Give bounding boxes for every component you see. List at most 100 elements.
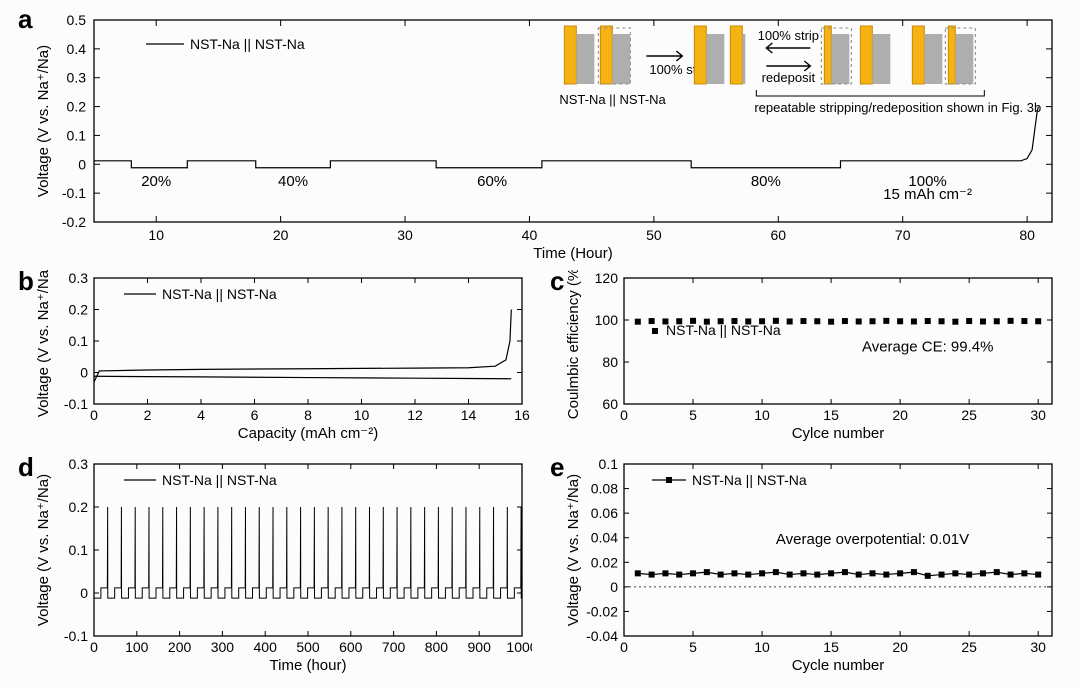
svg-text:0.04: 0.04 (591, 530, 618, 546)
svg-text:800: 800 (425, 639, 449, 655)
panel-c-chart: 0510152025306080100120Cylce numberCoulmb… (562, 270, 1062, 446)
svg-text:NST-Na || NST-Na: NST-Na || NST-Na (162, 286, 277, 302)
svg-text:10: 10 (354, 407, 370, 423)
svg-text:repeatable stripping/redeposit: repeatable stripping/redeposition shown … (754, 100, 1041, 115)
svg-text:100: 100 (595, 312, 619, 328)
svg-text:NST-Na || NST-Na: NST-Na || NST-Na (559, 92, 666, 107)
svg-text:10: 10 (754, 407, 770, 423)
svg-text:Capacity (mAh cm⁻²): Capacity (mAh cm⁻²) (238, 425, 378, 442)
panel-b-chart: 0246810121416-0.100.10.20.3Capacity (mAh… (32, 270, 532, 446)
svg-text:80%: 80% (751, 173, 781, 190)
svg-text:400: 400 (254, 639, 278, 655)
svg-text:0.1: 0.1 (69, 542, 89, 558)
svg-text:30: 30 (1030, 407, 1046, 423)
svg-text:Average overpotential: 0.01V: Average overpotential: 0.01V (776, 531, 969, 548)
svg-text:-0.1: -0.1 (64, 396, 88, 412)
svg-text:70: 70 (895, 227, 911, 243)
svg-text:0.02: 0.02 (591, 554, 618, 570)
svg-text:-0.1: -0.1 (64, 628, 88, 644)
panel-a-chart: 10 20 30 40 50 60 70 80 -0.2 -0.1 0 0.1 0.2 0.3 0.4 0.5… (32, 8, 1064, 266)
svg-text:-0.2: -0.2 (62, 214, 86, 230)
svg-text:15: 15 (823, 407, 839, 423)
svg-text:0: 0 (90, 407, 98, 423)
svg-text:0.06: 0.06 (591, 505, 618, 521)
svg-text:15: 15 (823, 639, 839, 655)
svg-text:0: 0 (620, 639, 628, 655)
svg-text:60: 60 (770, 227, 786, 243)
svg-text:25: 25 (961, 639, 977, 655)
svg-text:20%: 20% (141, 173, 171, 190)
svg-text:NST-Na || NST-Na: NST-Na || NST-Na (190, 36, 305, 52)
svg-text:30: 30 (397, 227, 413, 243)
svg-text:6: 6 (251, 407, 259, 423)
svg-text:50: 50 (646, 227, 662, 243)
svg-text:200: 200 (168, 639, 192, 655)
svg-text:600: 600 (339, 639, 363, 655)
svg-text:0: 0 (80, 585, 88, 601)
svg-text:0.2: 0.2 (69, 499, 89, 515)
svg-text:20: 20 (892, 639, 908, 655)
svg-text:40%: 40% (278, 173, 308, 190)
svg-text:900: 900 (468, 639, 492, 655)
svg-text:40: 40 (522, 227, 538, 243)
svg-text:redeposit: redeposit (762, 70, 816, 85)
svg-text:Voltage (V vs. Na⁺/Na): Voltage (V vs. Na⁺/Na) (35, 270, 52, 417)
svg-text:0: 0 (80, 365, 88, 381)
svg-text:NST-Na || NST-Na: NST-Na || NST-Na (162, 472, 277, 488)
panel-d-chart: 01002003004005006007008009001000-0.100.1… (32, 456, 532, 678)
svg-text:0.3: 0.3 (69, 456, 89, 472)
svg-text:-0.02: -0.02 (586, 603, 618, 619)
svg-text:Time (Hour): Time (Hour) (533, 245, 612, 262)
svg-text:Cycle number: Cycle number (792, 657, 885, 674)
svg-text:8: 8 (304, 407, 312, 423)
svg-text:10: 10 (148, 227, 164, 243)
svg-text:0.1: 0.1 (69, 333, 89, 349)
svg-text:16: 16 (514, 407, 530, 423)
svg-text:20: 20 (273, 227, 289, 243)
svg-text:0.5: 0.5 (67, 12, 87, 28)
svg-text:Cylce number: Cylce number (792, 425, 885, 442)
svg-text:NST-Na || NST-Na: NST-Na || NST-Na (666, 322, 781, 338)
svg-text:0.08: 0.08 (591, 481, 618, 497)
svg-text:700: 700 (382, 639, 406, 655)
svg-text:0: 0 (610, 579, 618, 595)
svg-text:25: 25 (961, 407, 977, 423)
svg-text:10: 10 (754, 639, 770, 655)
svg-text:0.1: 0.1 (67, 127, 87, 143)
svg-text:0.1: 0.1 (599, 456, 619, 472)
svg-text:5: 5 (689, 407, 697, 423)
svg-text:1000: 1000 (506, 639, 532, 655)
svg-text:0.4: 0.4 (67, 41, 87, 57)
svg-text:2: 2 (144, 407, 152, 423)
svg-text:80: 80 (602, 354, 618, 370)
svg-text:80: 80 (1019, 227, 1035, 243)
svg-text:100: 100 (125, 639, 149, 655)
svg-text:NST-Na || NST-Na: NST-Na || NST-Na (692, 472, 807, 488)
svg-text:0: 0 (78, 156, 86, 172)
svg-text:Voltage (V vs. Na⁺/Na): Voltage (V vs. Na⁺/Na) (35, 45, 52, 197)
svg-text:120: 120 (595, 270, 619, 286)
svg-text:Voltage (V vs. Na⁺/Na): Voltage (V vs. Na⁺/Na) (35, 474, 52, 626)
svg-text:-0.04: -0.04 (586, 628, 618, 644)
svg-text:0: 0 (90, 639, 98, 655)
svg-text:500: 500 (296, 639, 320, 655)
panel-e-chart: 0 5 10 15 20 25 30 -0.04 -0.02 0 0.02 0.04 0.06 0.08 0… (562, 456, 1062, 678)
svg-text:5: 5 (689, 639, 697, 655)
svg-text:Coulmbic efficiency (%): Coulmbic efficiency (%) (565, 270, 582, 419)
svg-text:0.3: 0.3 (69, 270, 89, 286)
svg-text:60: 60 (602, 396, 618, 412)
svg-text:100% strip: 100% strip (758, 28, 819, 43)
svg-text:Time (hour): Time (hour) (270, 657, 347, 674)
svg-text:0.2: 0.2 (67, 99, 87, 115)
svg-text:14: 14 (461, 407, 477, 423)
svg-text:0.3: 0.3 (67, 70, 87, 86)
svg-text:12: 12 (407, 407, 423, 423)
svg-text:Voltage (V vs. Na⁺/Na): Voltage (V vs. Na⁺/Na) (565, 474, 582, 626)
svg-text:-0.1: -0.1 (62, 185, 86, 201)
svg-text:15 mAh cm⁻²: 15 mAh cm⁻² (883, 186, 972, 203)
panel-a-label: a (18, 4, 32, 35)
svg-text:30: 30 (1030, 639, 1046, 655)
svg-text:4: 4 (197, 407, 205, 423)
figure: a 1020304050607080-0.2-0.100.10.20.30.40… (0, 0, 1080, 688)
svg-text:20: 20 (892, 407, 908, 423)
